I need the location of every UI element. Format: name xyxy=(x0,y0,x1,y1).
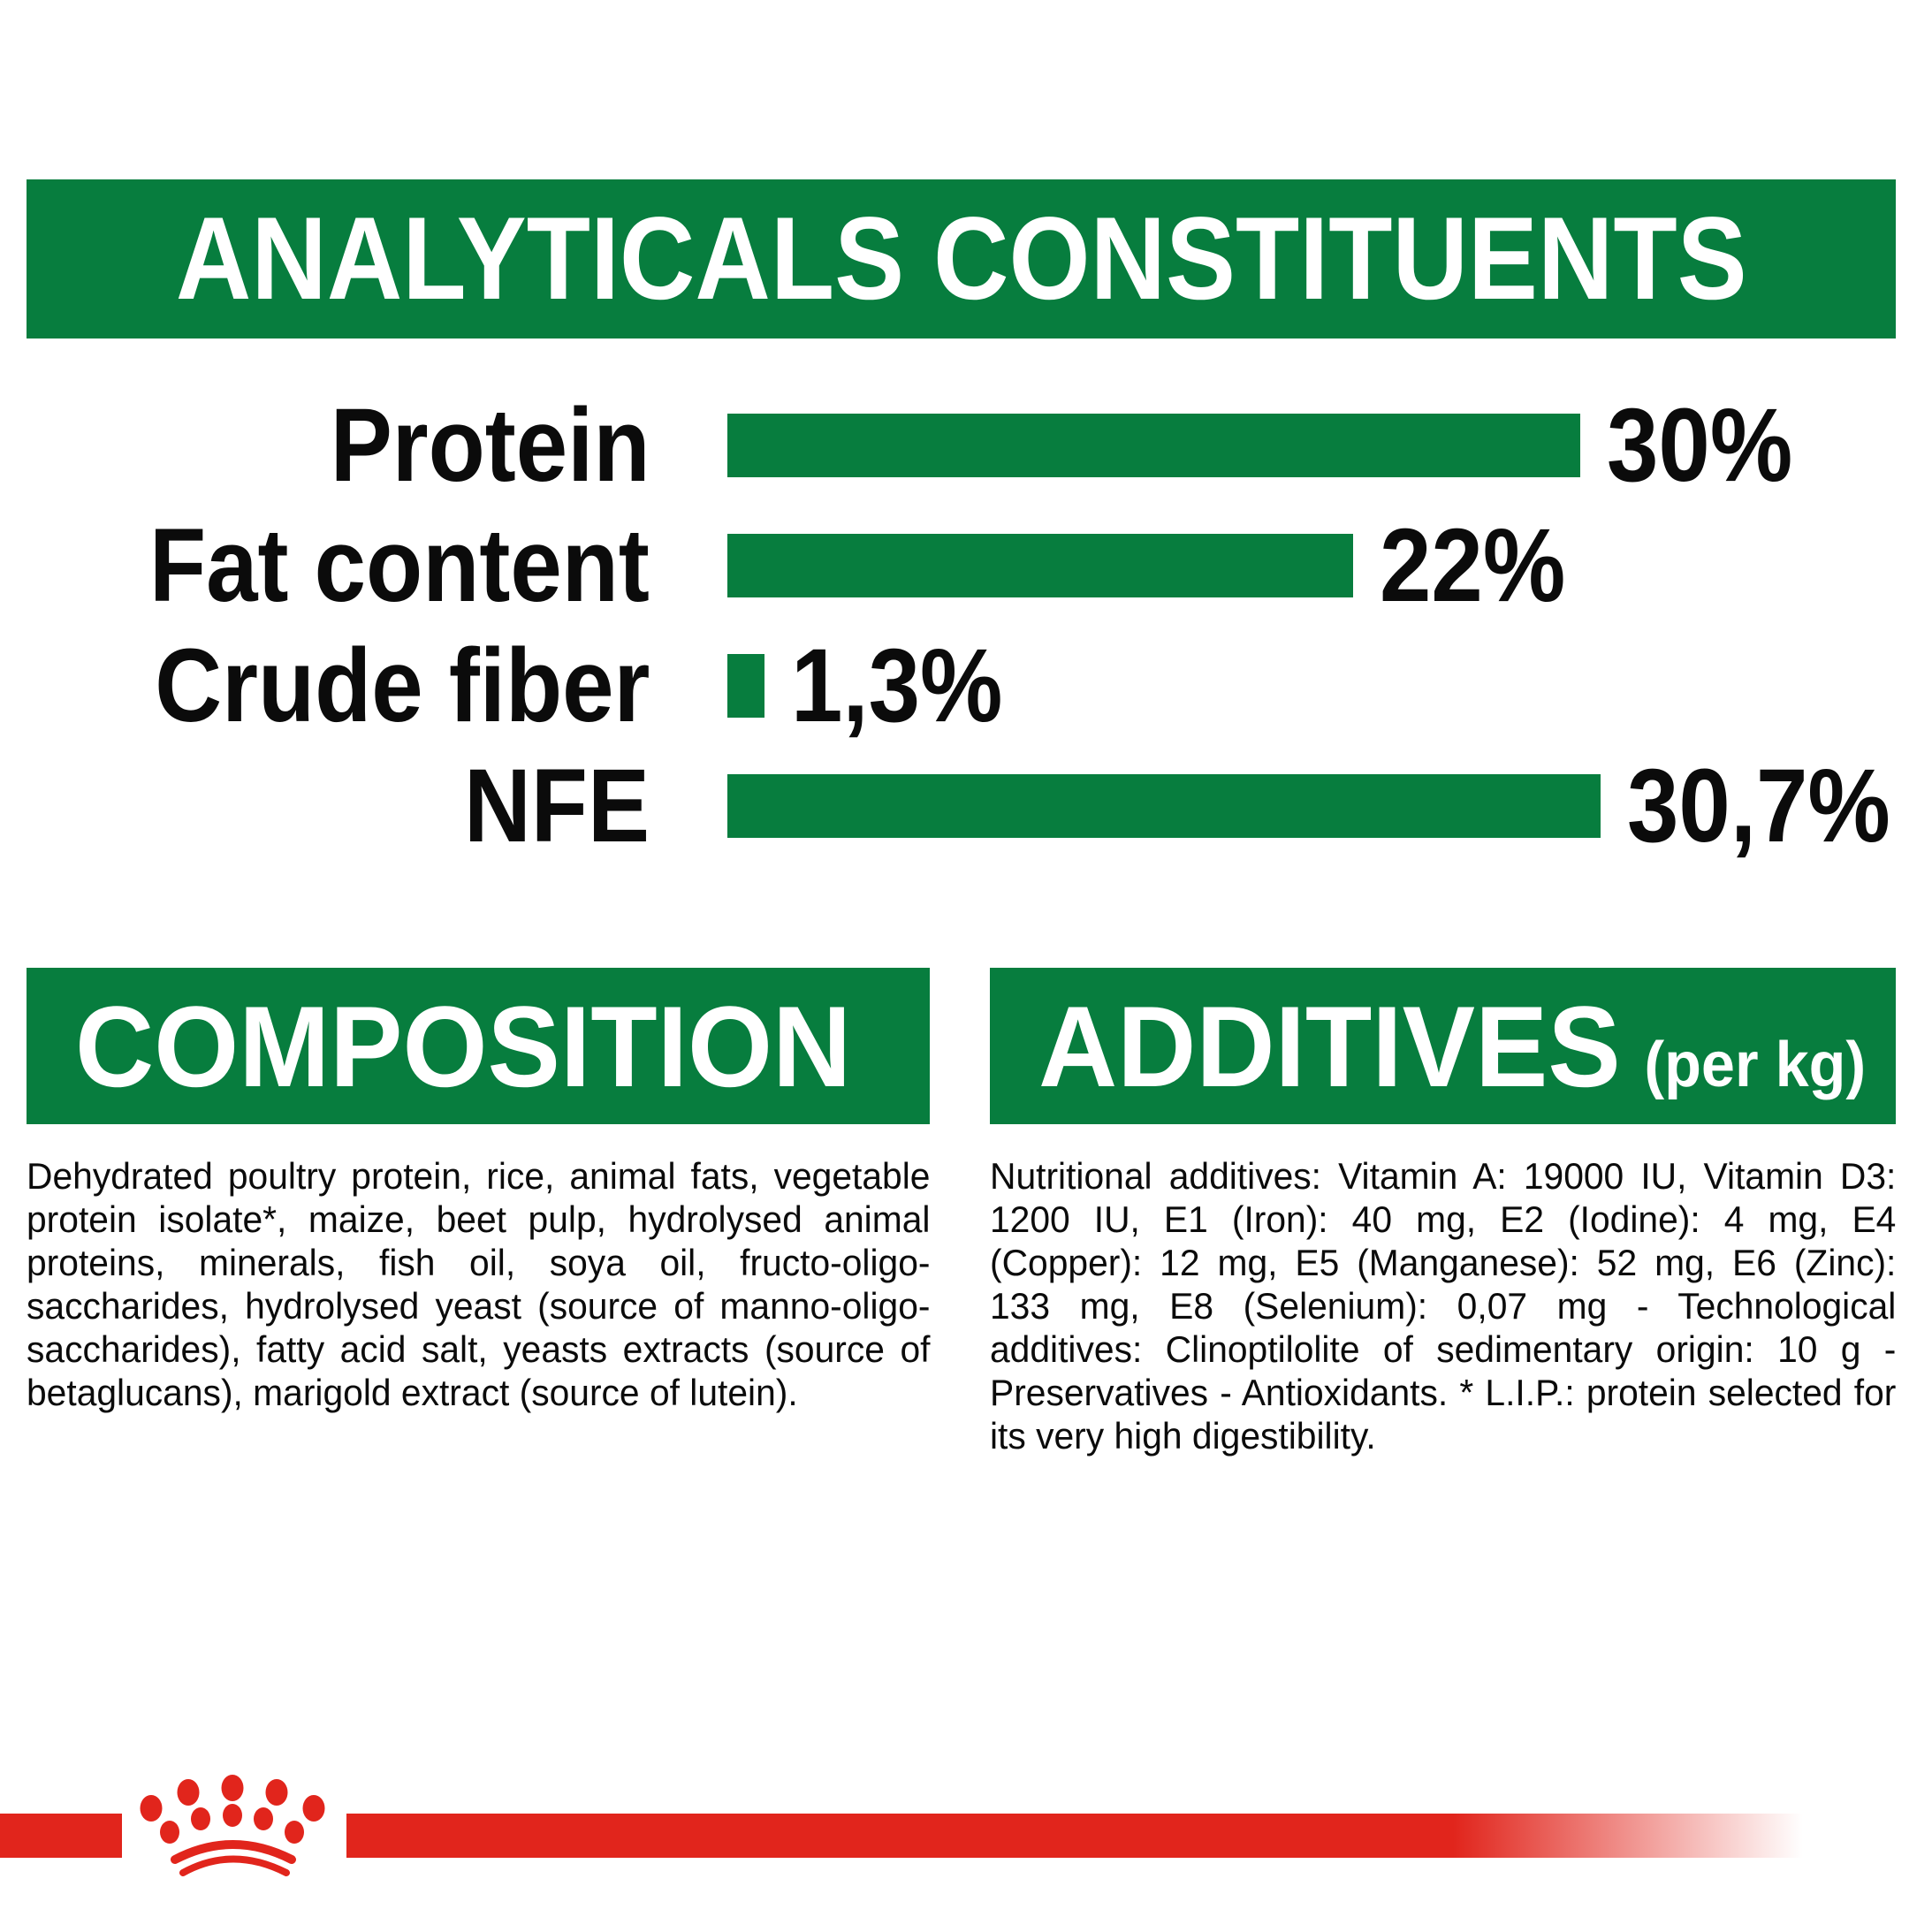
chart-value-label-text: 30,7% xyxy=(1627,748,1890,864)
chart-row: Fat content 22% xyxy=(0,513,1932,618)
chart-bar xyxy=(727,654,764,718)
crown-paw-logo xyxy=(140,1775,325,1876)
composition-title: COMPOSITION xyxy=(75,981,852,1111)
chart-bar xyxy=(727,414,1580,477)
analyticals-banner: ANALYTICALS CONSTITUENTS xyxy=(27,179,1896,338)
chart-value-label: 22% xyxy=(1380,513,1588,618)
chart-category-label-text: Fat content xyxy=(149,507,650,624)
footer-red-band-left xyxy=(0,1814,122,1858)
chart-bar xyxy=(727,534,1353,597)
chart-category-label: Crude fiber xyxy=(0,634,650,738)
chart-row: NFE 30,7% xyxy=(0,754,1932,858)
footer-red-band-right xyxy=(346,1814,1803,1858)
chart-value-label: 30% xyxy=(1607,393,1815,498)
composition-text: Dehydrated poultry protein, rice, animal… xyxy=(27,1155,931,1413)
composition-banner: COMPOSITION xyxy=(27,968,930,1124)
chart-category-label-text: NFE xyxy=(463,748,650,864)
additives-title-suffix: (per kg) xyxy=(1644,1029,1867,1100)
chart-value-label-text: 1,3% xyxy=(791,628,1003,744)
chart-row: Protein 30% xyxy=(0,393,1932,498)
analyticals-title: ANALYTICALS CONSTITUENTS xyxy=(175,193,1747,324)
additives-banner: ADDITIVES (per kg) xyxy=(990,968,1896,1124)
chart-category-label-text: Crude fiber xyxy=(154,628,650,744)
chart-value-label-text: 22% xyxy=(1380,507,1566,624)
chart-category-label-text: Protein xyxy=(330,387,650,504)
chart-value-label: 1,3% xyxy=(791,634,1029,738)
chart-category-label: Fat content xyxy=(0,513,650,618)
chart-bar xyxy=(727,774,1601,838)
chart-category-label: Protein xyxy=(0,393,650,498)
chart-value-label: 30,7% xyxy=(1627,754,1923,858)
chart-value-label-text: 30% xyxy=(1607,387,1793,504)
chart-category-label: NFE xyxy=(0,754,650,858)
additives-title: ADDITIVES xyxy=(1038,981,1621,1111)
chart-row: Crude fiber 1,3% xyxy=(0,634,1932,738)
additives-text: Nutritional additives: Vitamin A: 19000 … xyxy=(990,1155,1897,1457)
